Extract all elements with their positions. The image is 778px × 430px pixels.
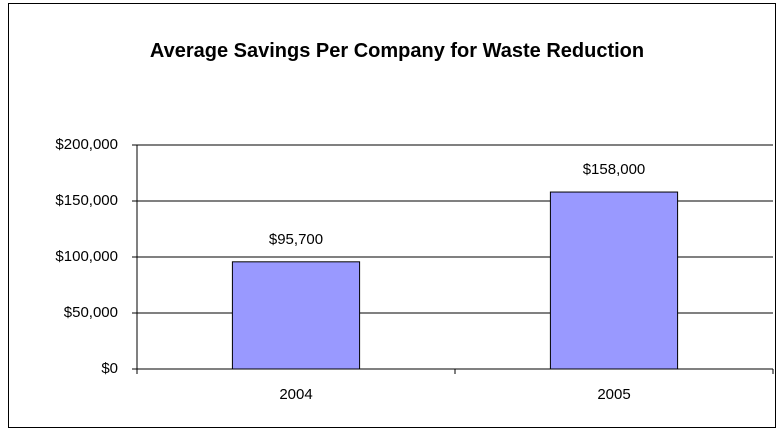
- bar: [231, 261, 361, 370]
- y-tick-label: $50,000: [64, 304, 118, 321]
- y-tick-label: $200,000: [55, 136, 118, 153]
- y-tick-label: $150,000: [55, 192, 118, 209]
- chart-title: Average Savings Per Company for Waste Re…: [149, 40, 645, 62]
- y-tick-label: $100,000: [55, 248, 118, 265]
- data-label: $158,000: [583, 161, 646, 178]
- y-tick-label: $0: [101, 360, 118, 377]
- bar: [549, 191, 679, 370]
- x-tick-label: 2005: [597, 386, 630, 403]
- chart-frame: [8, 3, 776, 428]
- x-tick-label: 2004: [279, 386, 312, 403]
- data-label: $95,700: [269, 231, 323, 248]
